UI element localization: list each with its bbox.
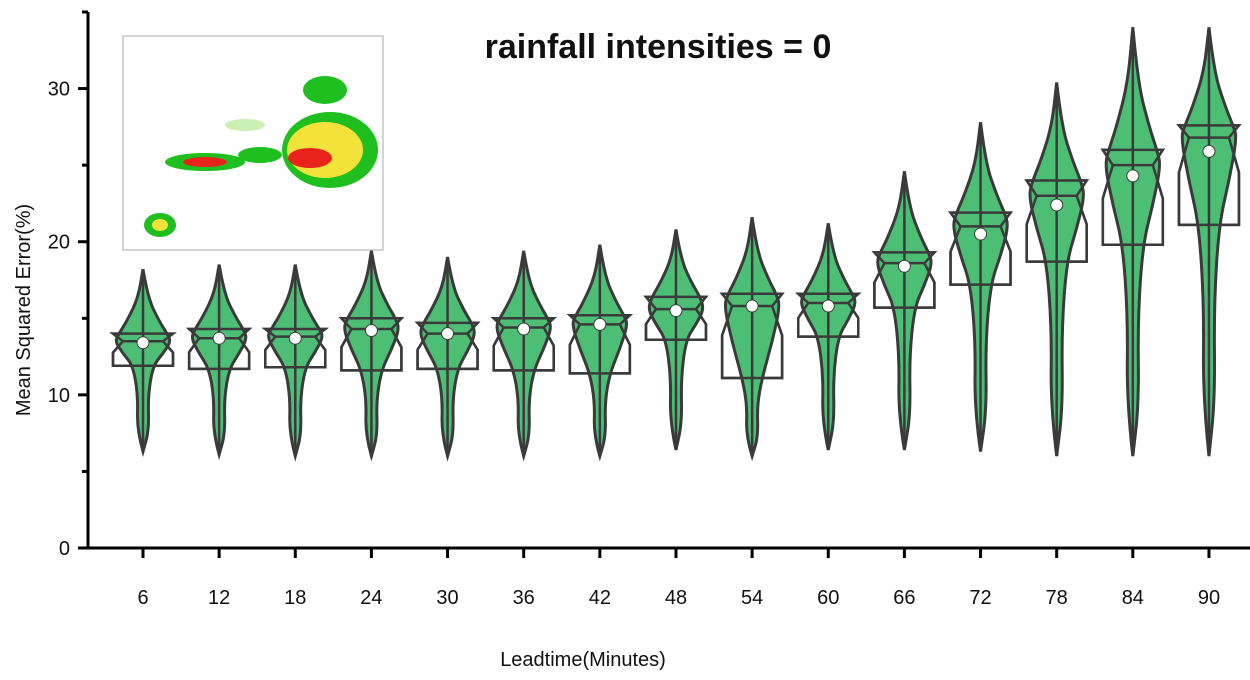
y-axis-label: Mean Squared Error(%) [13,204,35,416]
mean-dot [822,300,834,312]
x-tick-label: 84 [1122,587,1144,609]
x-tick-label: 6 [137,587,148,609]
mean-dot [1127,170,1139,182]
x-tick-label: 18 [284,587,306,609]
y-tick-label: 10 [48,385,70,407]
mean-dot [518,323,530,335]
x-axis-label: Leadtime(Minutes) [500,649,666,671]
mean-dot [137,337,149,349]
x-tick-label: 12 [208,587,230,609]
chart-title: rainfall intensities = 0 [485,28,832,66]
x-tick-label: 72 [969,587,991,609]
mean-dot [670,305,682,317]
x-tick-label: 66 [893,587,915,609]
mean-dot [213,332,225,344]
x-tick-label: 24 [360,587,382,609]
x-tick-label: 30 [436,587,458,609]
x-tick-label: 60 [817,587,839,609]
y-tick-label: 0 [59,538,70,560]
mean-dot [898,260,910,272]
page: {"chart_data": {"type": "violin", "title… [0,0,1250,675]
chart: rainfall intensities = 0 Leadtime(Minute… [0,0,1250,675]
mean-dot [746,300,758,312]
x-tick-label: 36 [513,587,535,609]
mean-dot [365,325,377,337]
x-tick-label: 78 [1046,587,1068,609]
inset-map [123,36,383,250]
mean-dot [1203,145,1215,157]
y-tick-label: 20 [48,232,70,254]
mean-dot [289,332,301,344]
x-tick-label: 48 [665,587,687,609]
x-tick-label: 42 [589,587,611,609]
x-tick-label: 90 [1198,587,1220,609]
mean-dot [975,228,987,240]
mean-dot [594,318,606,330]
y-tick-label: 30 [48,79,70,101]
mean-dot [442,328,454,340]
x-tick-label: 54 [741,587,763,609]
mean-dot [1051,199,1063,211]
